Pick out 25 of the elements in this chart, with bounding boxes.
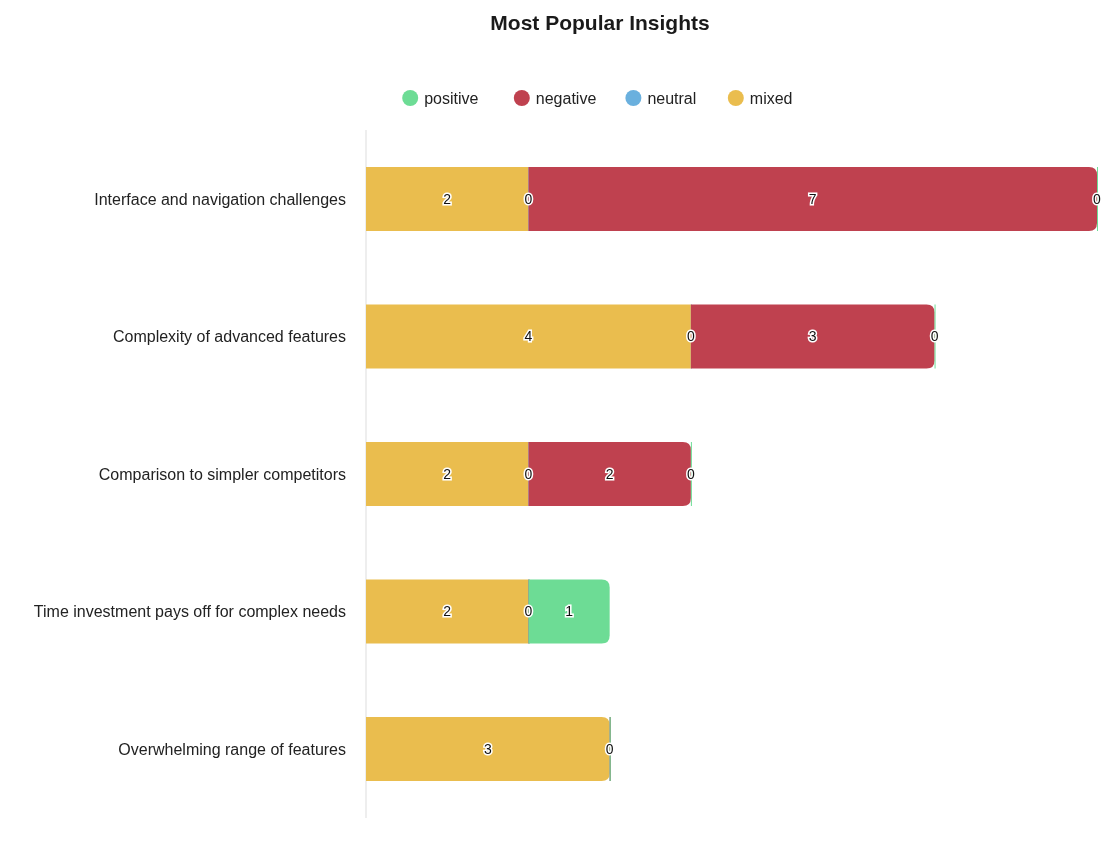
data-label: 2 bbox=[443, 603, 452, 620]
legend-label: positive bbox=[424, 89, 479, 107]
data-label: 7 bbox=[808, 190, 817, 207]
data-label: 0 bbox=[686, 465, 695, 482]
data-label: 2 bbox=[443, 465, 452, 482]
legend-label: negative bbox=[535, 89, 597, 107]
data-label: 4 bbox=[524, 328, 533, 345]
legend-label: mixed bbox=[749, 89, 793, 107]
y-tick-label: Interface and navigation challenges bbox=[94, 190, 346, 208]
data-label: 2 bbox=[443, 190, 452, 207]
y-tick-label: Time investment pays off for complex needs bbox=[33, 603, 346, 621]
data-label: 0 bbox=[605, 740, 614, 757]
data-label: 1 bbox=[565, 603, 574, 620]
y-tick-label: Complexity of advanced features bbox=[112, 328, 346, 346]
data-label: 0 bbox=[930, 328, 939, 345]
data-label: 3 bbox=[483, 740, 492, 757]
chart-title: Most Popular Insights bbox=[490, 11, 710, 34]
data-label: 0 bbox=[524, 190, 533, 207]
legend-label: neutral bbox=[647, 89, 697, 107]
y-tick-label: Overwhelming range of features bbox=[118, 740, 346, 758]
data-label: 3 bbox=[808, 328, 817, 345]
data-label: 2 bbox=[605, 465, 614, 482]
data-label: 0 bbox=[524, 465, 533, 482]
data-label: 0 bbox=[686, 328, 695, 345]
y-tick-label: Comparison to simpler competitors bbox=[98, 465, 346, 483]
